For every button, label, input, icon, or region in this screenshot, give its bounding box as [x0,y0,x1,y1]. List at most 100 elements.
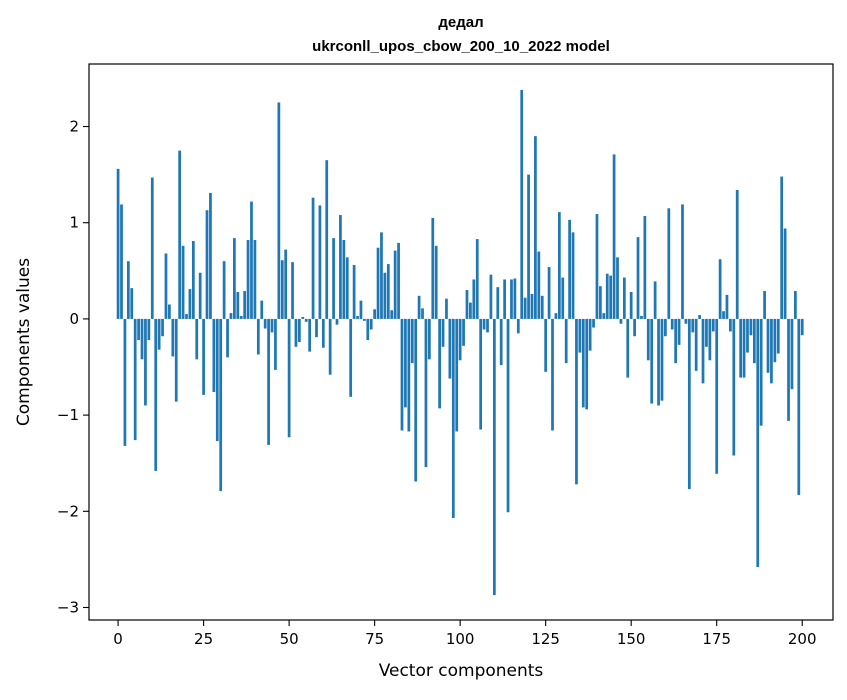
x-axis-label: Vector components [379,661,544,681]
bar-42 [260,300,264,319]
bar-118 [520,89,524,319]
bar-54 [301,316,305,319]
bar-38 [246,240,250,319]
bar-35 [236,291,240,319]
bar-76 [376,247,380,319]
bar-187 [756,318,760,568]
bar-139 [592,318,595,328]
bar-26 [205,210,209,319]
bar-86 [410,318,414,364]
bar-34 [233,238,236,319]
bar-36 [239,316,243,319]
bar-27 [209,192,212,319]
bar-7 [140,318,144,360]
bar-189 [763,291,766,319]
bar-89 [421,308,424,319]
bar-49 [284,249,288,319]
bar-73 [366,318,370,341]
bar-122 [534,136,537,319]
bar-93 [434,245,438,319]
bar-2 [123,318,127,446]
bar-16 [171,318,175,357]
bar-20 [185,314,188,319]
bar-136 [581,318,585,408]
bar-138 [588,318,592,351]
bar-120 [527,174,530,319]
bar-145 [612,154,616,319]
bar-167 [687,318,691,490]
bar-24 [198,272,202,319]
bar-131 [564,318,568,364]
y-axis-label: Components values [14,258,34,426]
bar-154 [643,215,647,319]
bar-133 [571,232,575,319]
y-tick-label-1: 1 [69,214,79,232]
bar-173 [708,318,712,361]
bar-66 [342,240,346,319]
bar-192 [773,318,777,363]
bar-46 [274,318,277,370]
bar-176 [718,259,722,319]
bar-97 [448,318,452,379]
bar-33 [229,313,233,319]
bar-177 [722,311,725,319]
bar-100 [458,318,462,361]
bar-70 [356,316,359,319]
bar-69 [352,265,356,319]
bar-64 [335,318,339,325]
bar-155 [646,318,650,361]
bar-92 [431,217,435,319]
bar-series [116,89,804,595]
bar-151 [633,318,636,337]
bar-63 [332,238,335,319]
bar-80 [390,310,394,319]
bar-185 [749,318,753,336]
bar-142 [602,313,606,319]
bar-13 [161,318,164,337]
bar-25 [202,318,205,395]
bar-72 [363,318,366,321]
bar-181 [735,190,739,319]
bar-5 [133,318,137,441]
bar-56 [308,318,312,352]
bar-17 [174,318,178,402]
bar-18 [178,150,182,319]
x-tick-label-50: 50 [280,630,299,648]
bar-144 [609,275,613,319]
x-tick-label-200: 200 [788,630,817,648]
bar-163 [674,318,678,364]
bar-166 [684,318,688,324]
bar-67 [345,257,349,319]
bar-146 [616,257,619,319]
bar-62 [328,318,332,375]
bar-112 [499,318,503,366]
bar-137 [585,318,589,410]
bar-61 [325,160,329,319]
bar-117 [516,318,520,334]
bar-149 [626,318,630,378]
bar-169 [694,318,698,371]
bar-130 [561,277,565,319]
bar-74 [369,318,373,330]
x-tick-label-75: 75 [365,630,384,648]
bar-103 [469,302,472,319]
bar-110 [492,318,496,595]
bar-153 [640,316,643,319]
bar-75 [373,309,376,319]
bar-140 [595,214,599,319]
bar-127 [551,318,554,431]
bar-157 [653,281,657,319]
bar-6 [137,318,140,341]
bar-164 [677,318,681,345]
y-tick-label--3: −3 [57,598,79,616]
x-tick-label-150: 150 [617,630,646,648]
bar-109 [489,274,493,319]
bar-43 [263,318,267,329]
bar-113 [503,279,506,319]
bar-143 [605,273,609,319]
bar-85 [407,318,411,432]
bar-51 [291,262,294,319]
bar-107 [482,318,486,330]
bar-99 [455,318,459,432]
